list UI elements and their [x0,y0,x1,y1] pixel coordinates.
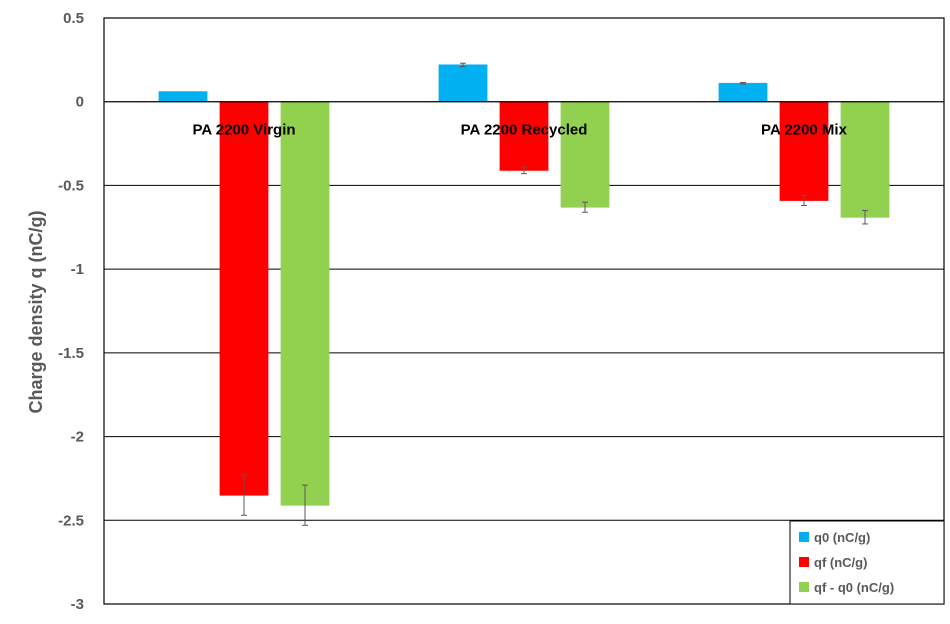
category-label: PA 2200 Mix [761,122,848,139]
bar-2-2 [499,101,549,171]
y-tick-labels: 0.5 0 -0.5 -1 -1.5 -2 -2.5 -3 [58,10,84,613]
bar-2-1 [219,101,269,496]
error-bar-2-2 [521,166,527,175]
error-bar-3-3 [862,210,868,225]
bar-1-3 [718,82,768,103]
legend: q0 (nC/g) qf (nC/g) qf - q0 (nC/g) [789,520,945,605]
bar-3-2 [560,101,610,208]
legend-item-3: qf - q0 (nC/g) [799,580,894,595]
y-tick-label: 0.5 [63,10,84,27]
plot-border [103,17,945,605]
error-bar-1-3 [740,81,746,85]
bar-3-1 [280,101,330,506]
legend-label: qf - q0 (nC/g) [814,580,894,595]
y-tick-label: 0 [76,94,84,111]
category-label: PA 2200 Recycled [461,122,588,139]
legend-label: q0 (nC/g) [814,530,870,545]
legend-label: qf (nC/g) [814,555,867,570]
bar-1-2 [438,64,488,103]
y-tick-label: -0.5 [58,177,84,194]
category-labels: PA 2200 Virgin PA 2200 Recycled PA 2200 Mi… [192,122,847,139]
bar-3-3 [840,101,890,218]
y-axis-label: Charge density q (nC/g) [26,210,46,413]
legend-item-1: q0 (nC/g) [799,530,870,545]
error-bars [241,62,868,526]
y-tick-label: -2 [71,429,84,446]
error-bar-3-1 [302,484,308,526]
y-tick-label: -2.5 [58,512,84,529]
error-bar-2-1 [241,474,247,516]
y-tick-label: -1.5 [58,345,84,362]
error-bar-3-2 [582,201,588,213]
y-tick-label: -3 [71,596,84,613]
bar-2-3 [779,101,829,201]
y-tick-label: -1 [71,261,84,278]
legend-swatch [799,532,809,542]
legend-swatch [799,557,809,567]
error-bar-1-2 [460,62,466,68]
bar-1-1 [158,91,208,103]
error-bar-2-3 [801,194,807,207]
legend-swatch [799,582,809,592]
legend-box [789,520,945,605]
legend-item-2: qf (nC/g) [799,555,867,570]
bars [104,64,944,506]
category-label: PA 2200 Virgin [192,122,295,139]
